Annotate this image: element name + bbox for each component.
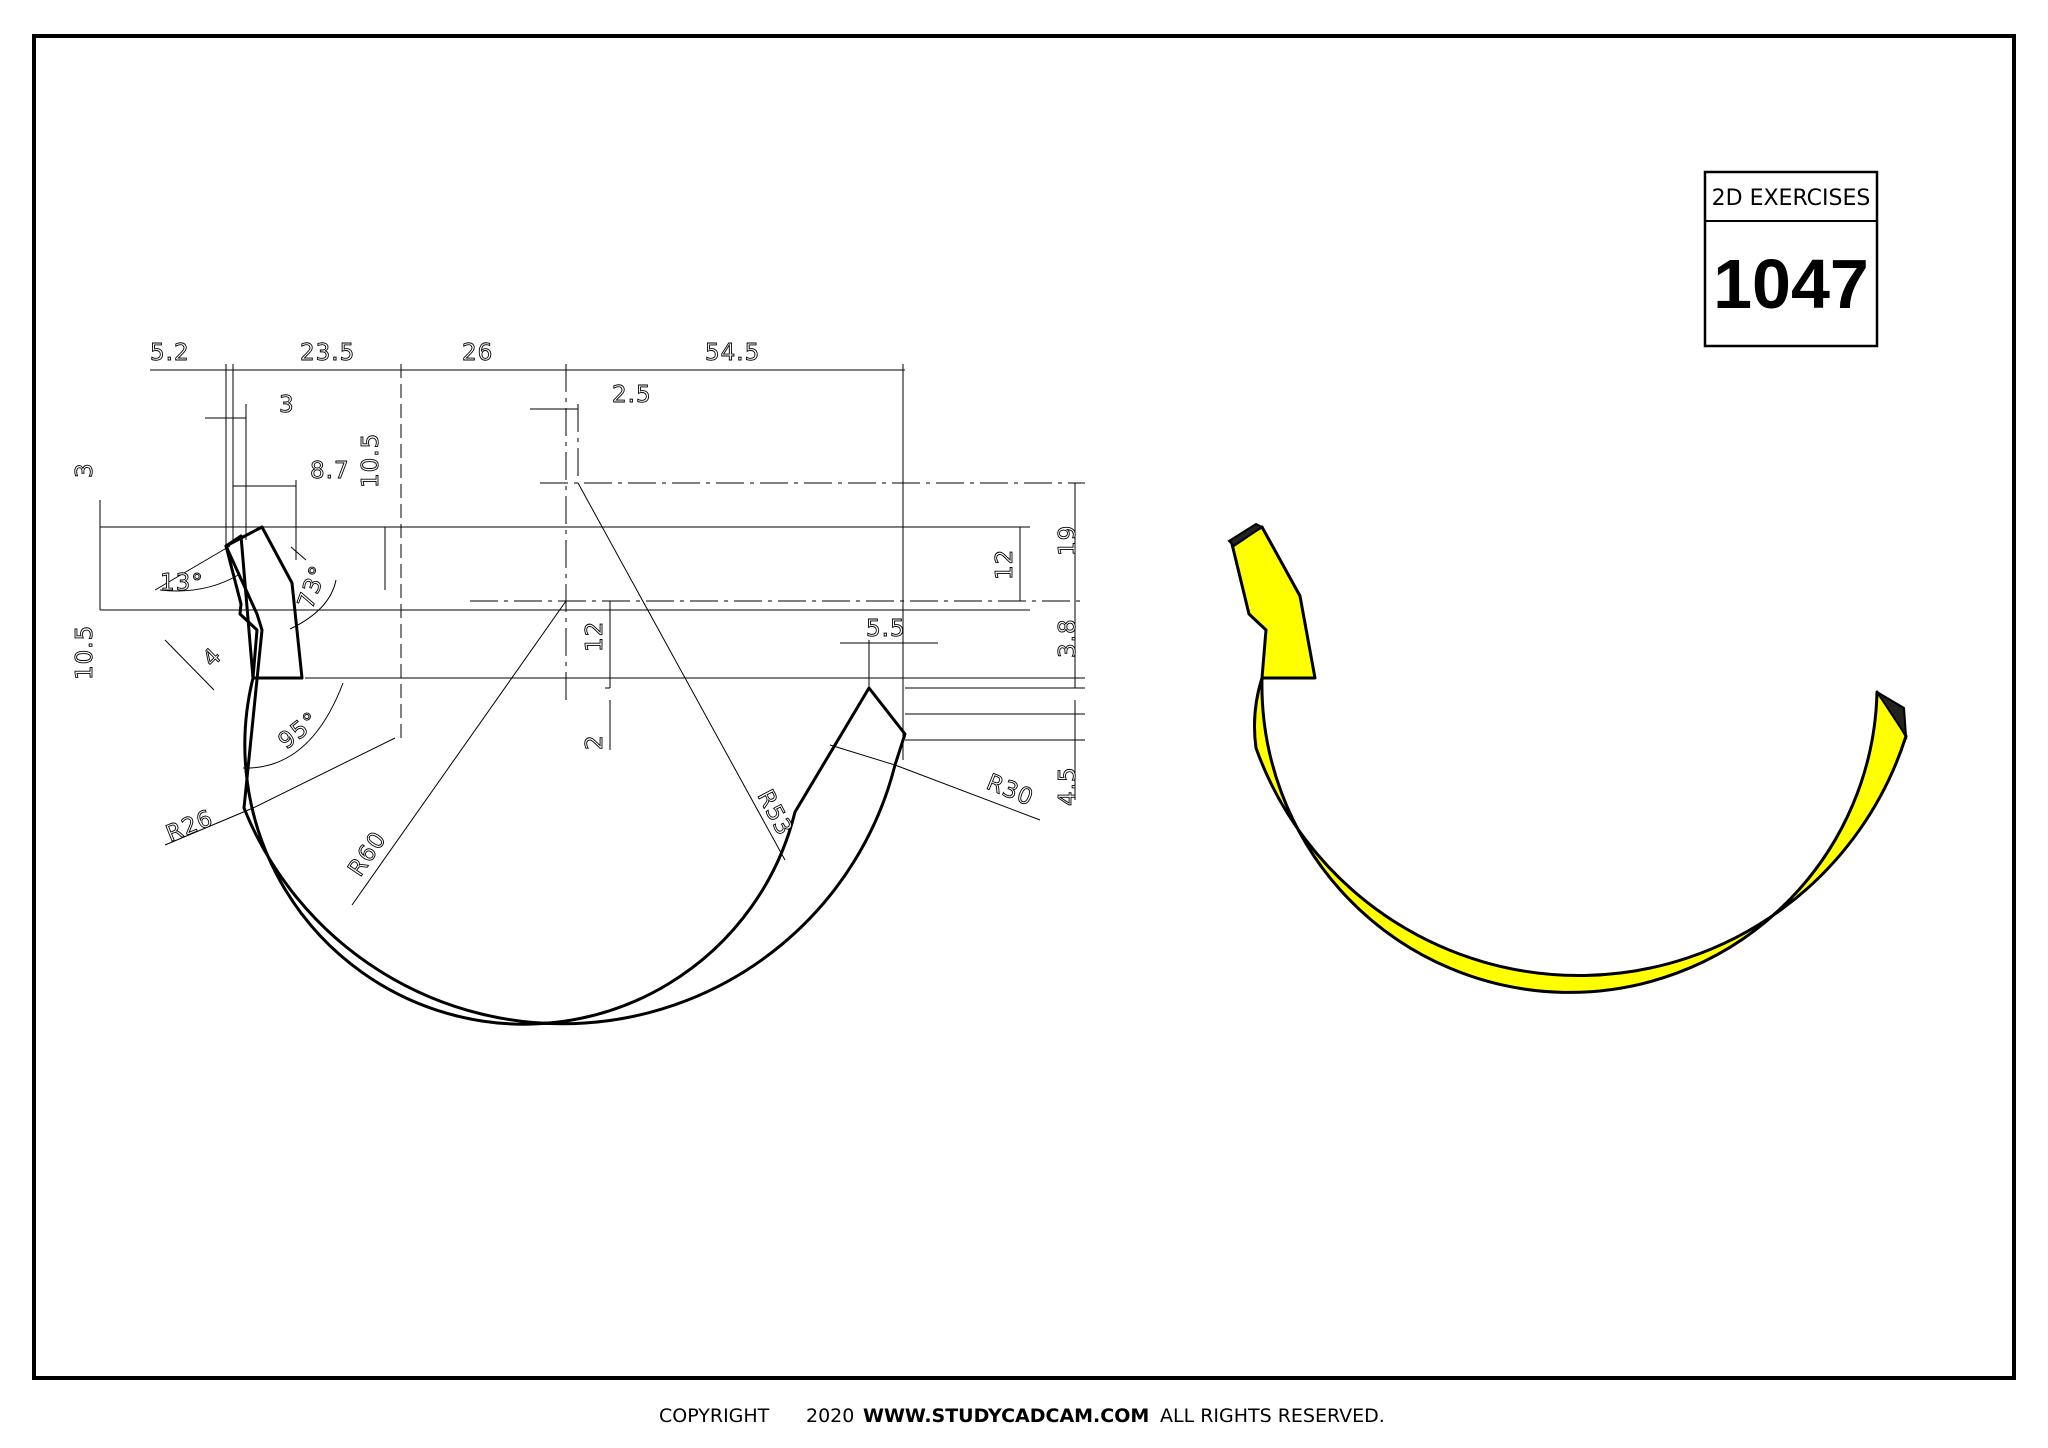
stem-tip	[1227, 522, 1264, 548]
dim-23-5: 23.5	[300, 340, 355, 366]
dim-4-5: 4.5	[1055, 766, 1081, 806]
dim-2: 2	[582, 734, 608, 750]
banana-tip	[1876, 691, 1908, 740]
sheet-border	[32, 34, 2016, 1380]
angle-73: 73°	[293, 562, 332, 612]
dim-12-right: 12	[992, 549, 1018, 580]
banana-illustration	[1227, 522, 1908, 995]
dim-8-7: 8.7	[310, 458, 350, 484]
dim-26: 26	[462, 340, 493, 366]
footer-site: WWW.STUDYCADCAM.COM	[863, 1405, 1149, 1427]
dim-5-5: 5.5	[866, 616, 906, 642]
stem-outline	[224, 525, 304, 680]
dimensioned-drawing: 5.2 23.5 26 54.5 3 2.5 8.7 10.5 3 10.5 1…	[72, 340, 1085, 1026]
radius-30: R30	[983, 769, 1037, 811]
angle-95: 95°	[274, 707, 325, 754]
dim-54-5: 54.5	[705, 340, 760, 366]
dim-4: 4	[198, 643, 227, 672]
radius-26: R26	[163, 805, 217, 847]
dim-10-5-left: 10.5	[72, 625, 98, 680]
dim-10-5-vertical: 10.5	[358, 433, 384, 488]
angle-13: 13°	[160, 570, 204, 596]
banana-outline	[224, 534, 907, 1026]
dim-2-5: 2.5	[612, 382, 652, 408]
dim-3-8: 3.8	[1055, 618, 1081, 658]
radius-60: R60	[343, 827, 392, 882]
dim-3-left: 3	[72, 462, 98, 478]
dim-5-2: 5.2	[150, 340, 190, 366]
dim-19: 19	[1055, 525, 1081, 556]
banana-body	[1253, 676, 1908, 995]
footer: COPYRIGHT 2020 WWW.STUDYCADCAM.COM ALL R…	[659, 1405, 1385, 1427]
exercise-number: 1047	[1713, 245, 1869, 323]
banana-stem	[1230, 525, 1317, 680]
footer-year: 2020	[806, 1405, 854, 1427]
title-block: 2D EXERCISES 1047	[1703, 170, 1879, 348]
dim-12-center: 12	[582, 621, 608, 652]
title-block-label: 2D EXERCISES	[1712, 186, 1871, 211]
footer-rights: ALL RIGHTS RESERVED.	[1160, 1405, 1385, 1427]
dim-3-horizontal: 3	[279, 392, 295, 418]
footer-copyright: COPYRIGHT	[659, 1405, 770, 1427]
